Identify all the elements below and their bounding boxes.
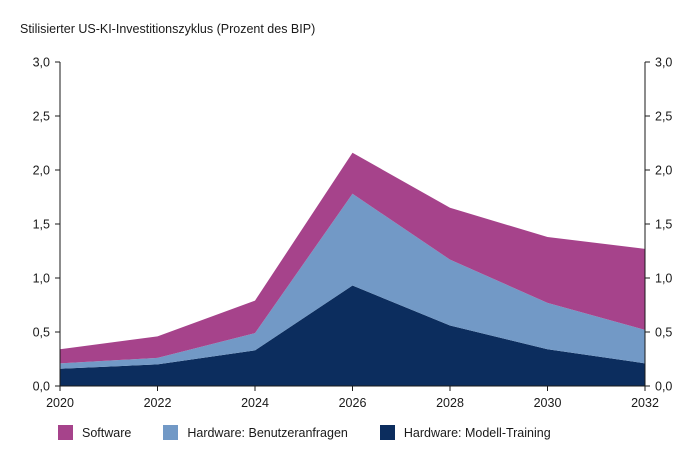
y-tick-label-right: 2,5 [655, 110, 672, 124]
x-tick-label: 2020 [46, 396, 74, 410]
y-tick-label-left: 0,5 [33, 326, 50, 340]
legend-item: Hardware: Benutzeranfragen [163, 425, 348, 440]
y-tick-label-left: 1,5 [33, 218, 50, 232]
y-tick-label-right: 1,5 [655, 218, 672, 232]
x-tick-label: 2032 [631, 396, 659, 410]
area-series-3 [60, 152, 645, 364]
x-tick-label: 2022 [144, 396, 172, 410]
legend-swatch [379, 425, 395, 440]
y-tick-label-right: 0,0 [655, 380, 672, 394]
x-tick-label: 2028 [436, 396, 464, 410]
y-tick-label-right: 3,0 [655, 56, 672, 70]
y-tick-label-left: 2,5 [33, 110, 50, 124]
chart-title: Stilisierter US-KI-Investitionszyklus (P… [20, 22, 316, 36]
legend: Software Hardware: Benutzeranfragen Hardwa… [58, 425, 583, 440]
legend-label: Hardware: Benutzeranfragen [187, 425, 348, 440]
y-tick-label-left: 0,0 [33, 380, 50, 394]
y-tick-label-right: 0,5 [655, 326, 672, 340]
y-tick-label-left: 3,0 [33, 56, 50, 70]
x-tick-label: 2026 [339, 396, 367, 410]
legend-swatch [58, 425, 73, 440]
x-tick-label: 2024 [241, 396, 269, 410]
legend-swatch [163, 425, 179, 440]
y-tick-label-right: 2,0 [655, 164, 672, 178]
legend-item: Hardware: Modell-Training [379, 425, 551, 440]
area-series-1 [60, 285, 645, 386]
y-tick-label-right: 1,0 [655, 272, 672, 286]
legend-label: Hardware: Modell-Training [403, 425, 551, 440]
x-tick-label: 2030 [534, 396, 562, 410]
y-tick-label-left: 2,0 [33, 164, 50, 178]
legend-item: Software [58, 425, 131, 440]
y-tick-label-left: 1,0 [33, 272, 50, 286]
area-series-2 [60, 193, 645, 369]
legend-label: Software [82, 425, 132, 440]
